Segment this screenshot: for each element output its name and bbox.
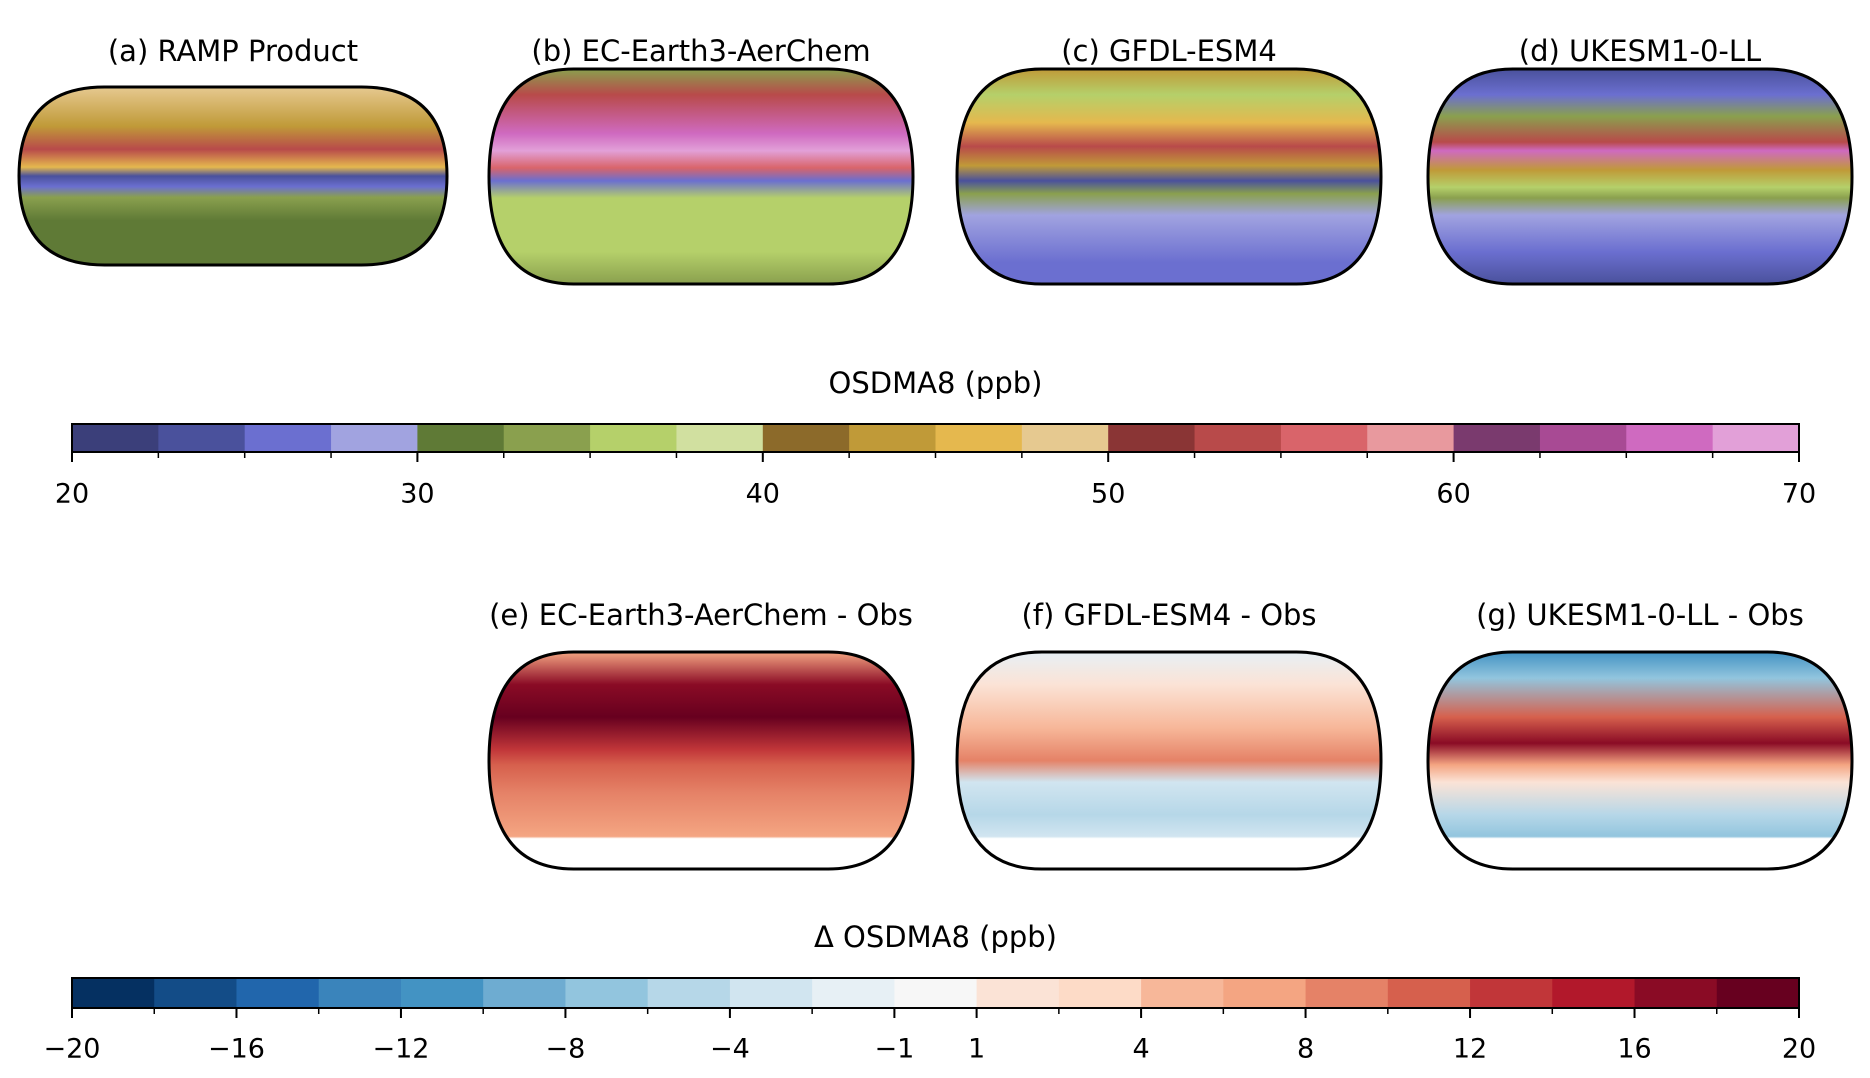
tick-label: 70 [1782,479,1816,510]
colorbar-bin [812,978,895,1008]
panel-title: (b) EC-Earth3-AerChem [531,34,870,68]
colorbar-bin [676,424,764,452]
panel-title: (f) GFDL-ESM4 - Obs [1021,598,1316,632]
map [955,67,1383,286]
colorbar-bin [1280,424,1368,452]
colorbar-bin [647,978,731,1008]
colorbar-bin [1470,978,1553,1008]
colorbar-bin [1387,978,1471,1008]
tick-label: −8 [546,1034,586,1065]
colorbar-bin [503,424,591,452]
panel-title: (d) UKESM1-0-LL [1519,34,1761,68]
colorbar-bin [154,978,237,1008]
panel-title: (c) GFDL-ESM4 [1061,34,1277,68]
map [487,67,915,286]
map [1426,67,1854,286]
colorbar-frame [71,977,1800,1009]
colorbar-bin [158,424,246,452]
colorbar-bin [1626,424,1714,452]
colorbar-bin [590,424,677,452]
colorbar-bin [849,424,936,452]
colorbar-label: Δ OSDMA8 (ppb) [814,920,1057,954]
colorbar-bin [762,424,850,452]
map [1426,650,1854,871]
panel-title: (g) UKESM1-0-LL - Obs [1476,598,1804,632]
tick-label: 50 [1091,479,1125,510]
colorbar-bin [1634,978,1718,1008]
colorbar-bin [1539,424,1627,452]
colorbar-bin [244,424,332,452]
tick-label: 60 [1436,479,1470,510]
tick-label: 12 [1453,1034,1487,1065]
colorbar-bin [1141,978,1224,1008]
colorbar-bin [1021,424,1109,452]
colorbar-bin [1367,424,1455,452]
tick-label: 20 [55,479,89,510]
colorbar-bin [894,978,978,1008]
colorbar-bin [935,424,1023,452]
tick-label: 16 [1617,1034,1651,1065]
tick-label: 20 [1782,1034,1816,1065]
tick-label: −12 [372,1034,429,1065]
colorbar-bin [1058,978,1142,1008]
colorbar-bin [976,978,1060,1008]
colorbar-bin [72,978,155,1008]
tick-label: 8 [1297,1034,1314,1065]
colorbar-bin [331,424,418,452]
colorbar-frame [71,423,1800,453]
panel-title: (a) RAMP Product [108,34,358,68]
tick-label: −20 [44,1034,101,1065]
colorbar-bin [318,978,402,1008]
colorbar-bin [565,978,649,1008]
colorbar-bin [483,978,566,1008]
colorbar-bin [1552,978,1636,1008]
colorbar-bin [1305,978,1389,1008]
tick-label: 1 [968,1034,985,1065]
colorbar-bin [1716,978,1800,1008]
tick-label: −16 [208,1034,265,1065]
colorbar-bin [1712,424,1800,452]
tick-label: 4 [1133,1034,1150,1065]
colorbar-bin [417,424,505,452]
colorbar-bin [1108,424,1196,452]
tick-label: −4 [710,1034,750,1065]
colorbar-bin [236,978,320,1008]
colorbar-bin [1194,424,1282,452]
map [17,85,449,267]
colorbar-bin [400,978,484,1008]
colorbar-bin [729,978,813,1008]
colorbar-bin [1453,424,1541,452]
colorbar-bin [72,424,159,452]
map [955,650,1383,871]
panel-title: (e) EC-Earth3-AerChem - Obs [489,598,913,632]
map [487,650,915,871]
tick-label: 40 [746,479,780,510]
tick-label: −1 [874,1034,914,1065]
colorbar-bin [1223,978,1307,1008]
colorbar-label: OSDMA8 (ppb) [829,366,1043,400]
tick-label: 30 [400,479,434,510]
